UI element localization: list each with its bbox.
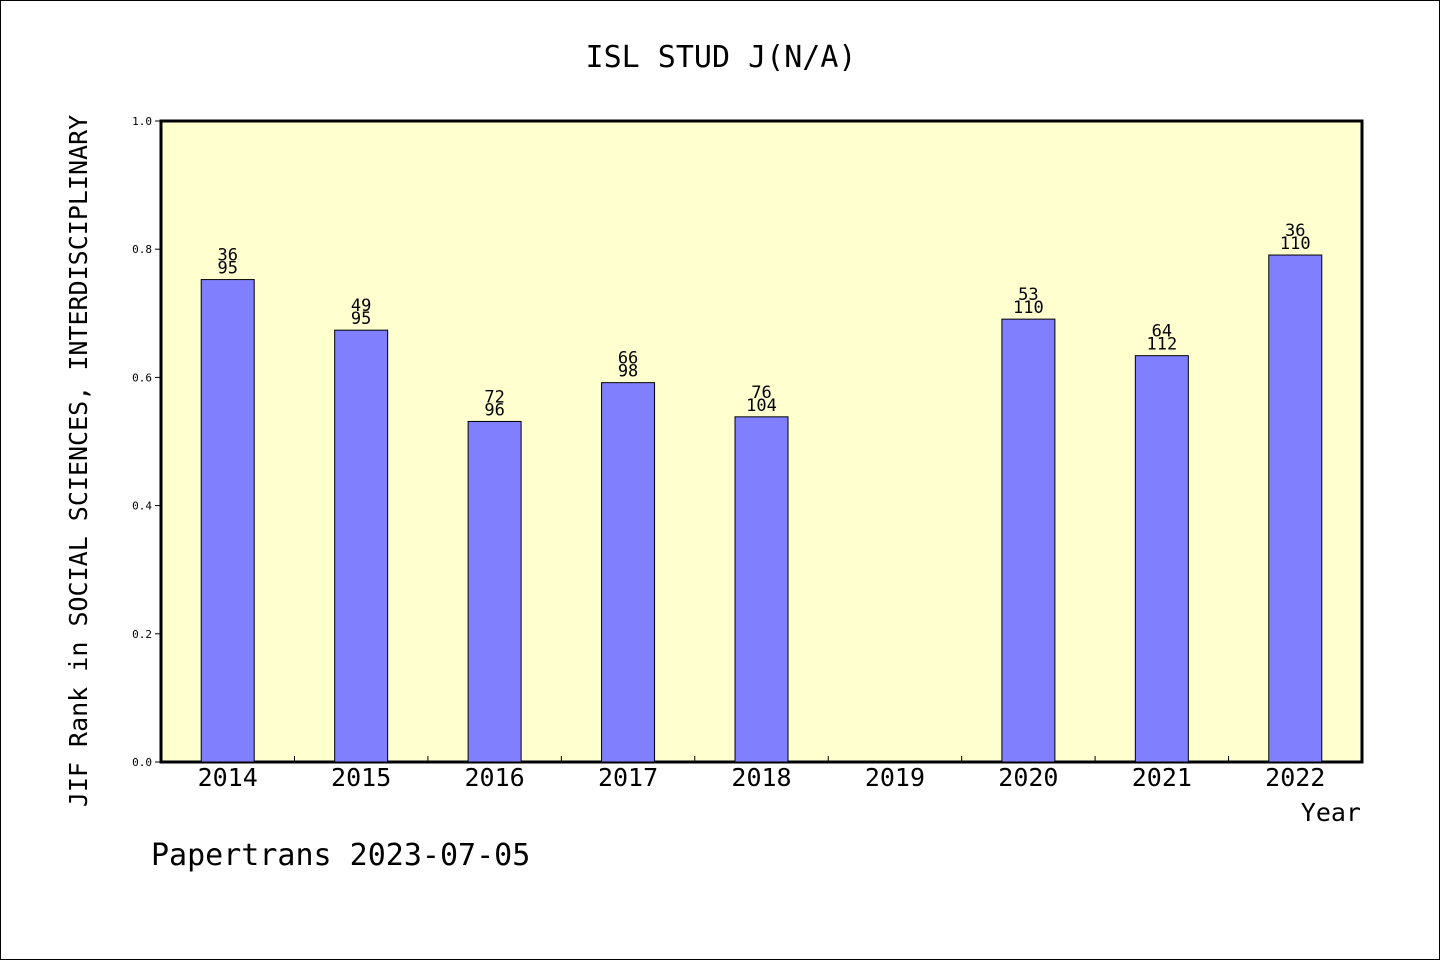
- bar-label-total: 96: [484, 400, 504, 420]
- y-axis: 0.0 0.2 0.4 0.6 0.8 1.0: [132, 115, 161, 769]
- y-tick-label: 0.8: [132, 243, 152, 256]
- bar-label-rank: 66: [618, 349, 638, 369]
- x-tick-label: 2021: [1132, 763, 1192, 792]
- bar-label-total: 112: [1146, 335, 1177, 355]
- x-axis: 2014 2015 2016 2017 2018 2019 2020 2021 2022: [198, 756, 1325, 792]
- x-tick-label: 2015: [331, 763, 391, 792]
- y-tick-label: 1.0: [132, 115, 152, 128]
- x-tick-label: 2019: [865, 763, 925, 792]
- bar-2022: [1268, 254, 1323, 763]
- x-tick-label: 2016: [465, 763, 525, 792]
- y-tick-label: 0.2: [132, 628, 152, 641]
- bar-label-total: 110: [1013, 298, 1044, 318]
- bar-label-total: 95: [217, 259, 237, 279]
- bar-2018: [734, 416, 789, 763]
- bar-label-rank: 53: [1018, 285, 1038, 305]
- x-tick-label: 2018: [731, 763, 791, 792]
- x-tick-label: 2022: [1265, 763, 1325, 792]
- bar-label-rank: 36: [1285, 221, 1305, 241]
- x-axis-title: Year: [1301, 798, 1361, 827]
- footer-credit: Papertrans 2023-07-05: [151, 838, 530, 873]
- bar-label-rank: 49: [351, 296, 371, 316]
- chart-title: ISL STUD J(N/A): [586, 40, 857, 75]
- bar-series: [200, 254, 1323, 763]
- bar-label-total: 104: [746, 396, 777, 416]
- bar-2014: [200, 279, 255, 763]
- x-tick-label: 2014: [198, 763, 258, 792]
- x-tick-label: 2020: [998, 763, 1058, 792]
- bar-2020: [1001, 318, 1056, 763]
- bar-label-total: 110: [1280, 234, 1311, 254]
- x-tick-label: 2017: [598, 763, 658, 792]
- bar-2016: [467, 420, 522, 763]
- bar-label-rank: 36: [217, 246, 237, 266]
- y-tick-label: 0.0: [132, 756, 152, 769]
- bar-label-rank: 72: [484, 387, 504, 407]
- bar-2021: [1134, 355, 1189, 763]
- bar-2015: [334, 329, 389, 763]
- y-axis-title: JIF Rank in SOCIAL SCIENCES, INTERDISCIP…: [64, 115, 93, 807]
- bar-2017: [601, 382, 656, 763]
- bar-label-rank: 76: [751, 383, 771, 403]
- y-tick-label: 0.6: [132, 371, 152, 384]
- bar-label-total: 98: [618, 362, 638, 382]
- y-tick-label: 0.4: [132, 500, 152, 513]
- bar-label-total: 95: [351, 309, 371, 329]
- bar-label-rank: 64: [1152, 322, 1172, 342]
